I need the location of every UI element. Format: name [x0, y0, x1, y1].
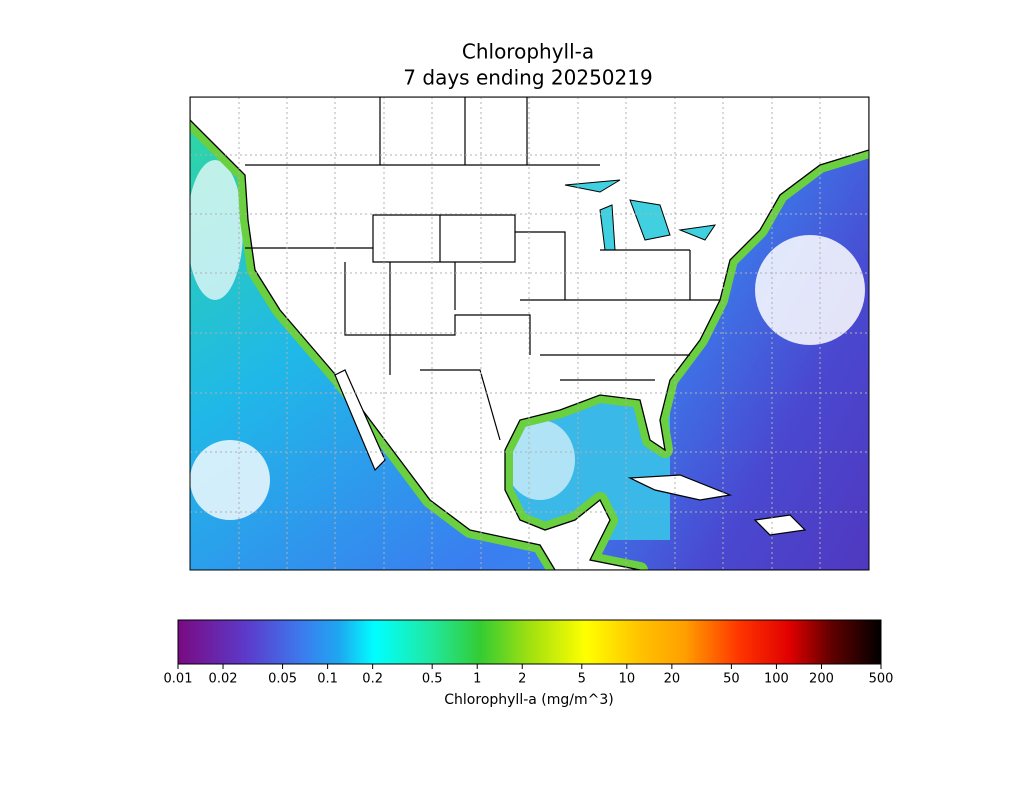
- graticule: [190, 97, 869, 570]
- colorbar-tick-label: 0.2: [362, 672, 383, 687]
- baja: [334, 369, 386, 472]
- colorbar-tick-label: 20: [664, 672, 681, 687]
- colorbar-tick-label: 50: [723, 672, 740, 687]
- colorbar-label: Chlorophyll-a (mg/m^3): [444, 692, 613, 708]
- title: Chlorophyll-a: [462, 40, 594, 64]
- colorbar-tick-label: 2: [518, 672, 526, 687]
- colorbar-tick-label: 0.05: [268, 672, 297, 687]
- colorbar-tick-label: 5: [578, 672, 586, 687]
- colorbar-tick-label: 0.01: [164, 672, 193, 687]
- colorbar-tick-label: 500: [869, 672, 894, 687]
- cuba: [627, 474, 733, 501]
- colorbar-tick-label: 0.1: [317, 672, 338, 687]
- map: [190, 97, 869, 570]
- cloud: [190, 160, 243, 300]
- colorbar: [177, 619, 882, 665]
- colorbar-tick-label: 0.5: [422, 672, 443, 687]
- colorbar-tick-label: 10: [619, 672, 636, 687]
- cloud: [755, 235, 865, 345]
- hispaniola: [753, 514, 807, 536]
- colorbar-tick-label: 200: [809, 672, 834, 687]
- colorbar-tick-label: 0.02: [209, 672, 238, 687]
- cloud: [505, 420, 575, 500]
- map-frame: [189, 96, 870, 571]
- colorbar-tick-label: 1: [473, 672, 481, 687]
- colorbar-tick-label: 100: [764, 672, 789, 687]
- subtitle: 7 days ending 20250219: [403, 66, 652, 90]
- cloud: [190, 440, 270, 520]
